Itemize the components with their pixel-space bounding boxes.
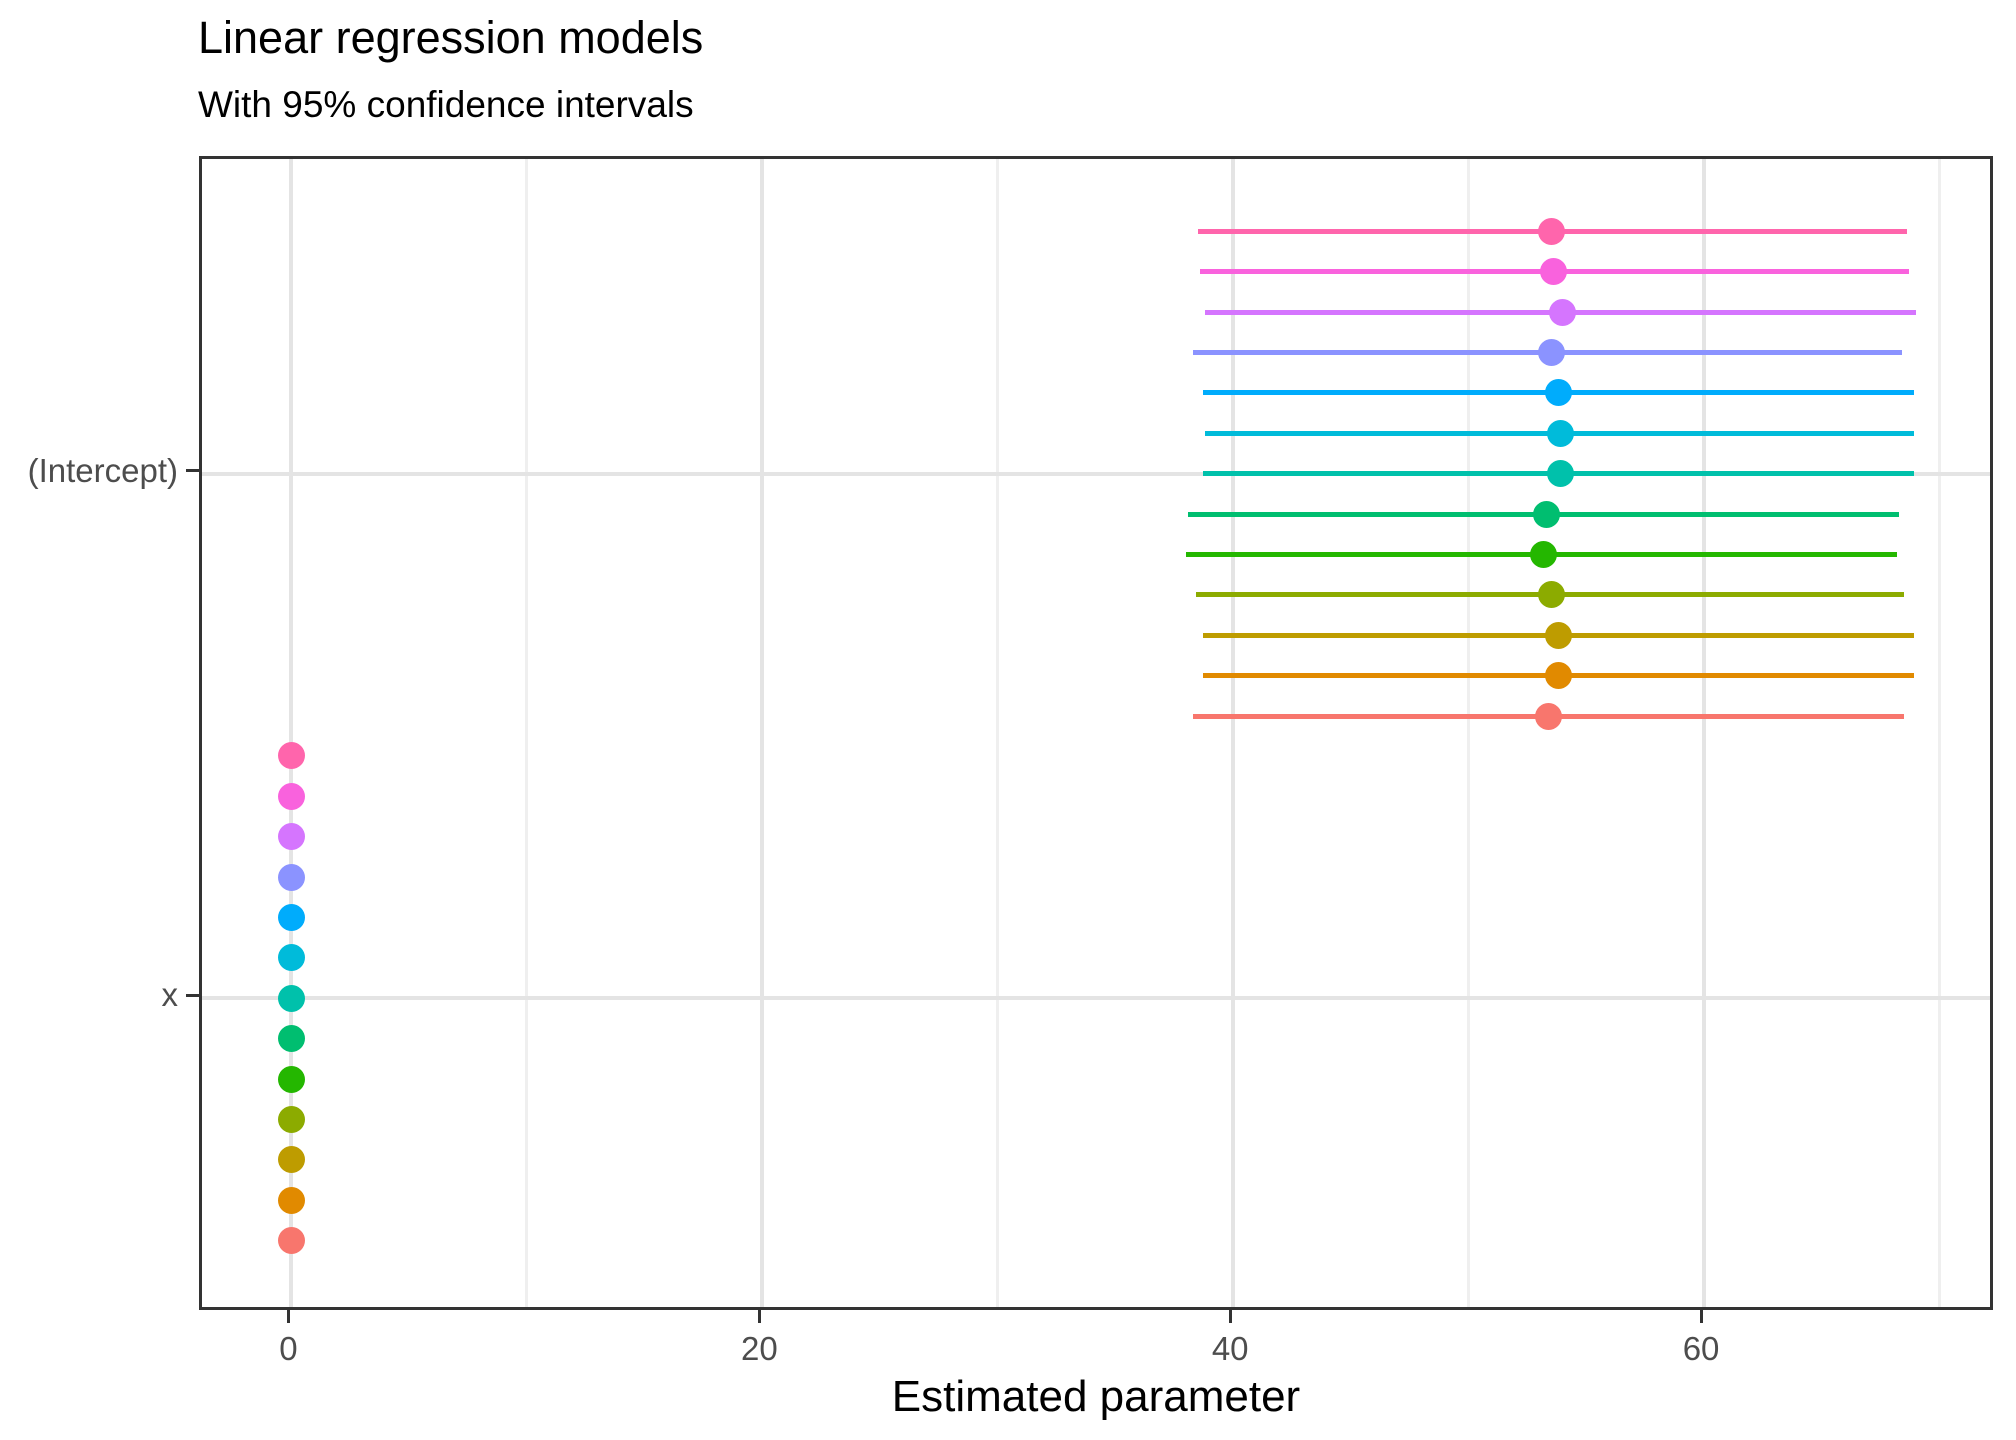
estimate-dot	[1544, 662, 1572, 690]
estimate-dot	[277, 742, 305, 770]
chart-title: Linear regression models	[198, 12, 704, 63]
estimate-dot	[277, 782, 305, 810]
x-axis-tick-label: 40	[1211, 1330, 1249, 1367]
gridline-minor-vertical	[1467, 159, 1471, 1307]
estimate-dot	[1549, 298, 1577, 326]
estimate-dot	[277, 1025, 305, 1053]
x-axis-tick-label: 0	[279, 1330, 298, 1367]
estimate-dot	[277, 1065, 305, 1093]
estimate-dot	[1535, 702, 1563, 730]
gridline-major-horizontal	[202, 996, 1990, 1001]
estimate-dot	[277, 903, 305, 931]
gridline-major-horizontal	[202, 471, 1990, 476]
estimate-dot	[277, 1105, 305, 1133]
estimate-dot	[277, 863, 305, 891]
estimate-dot	[277, 823, 305, 851]
estimate-dot	[277, 1186, 305, 1214]
x-axis-tick-label: 20	[740, 1330, 778, 1367]
estimate-dot	[1544, 379, 1572, 407]
gridline-major-vertical	[1702, 159, 1707, 1307]
estimate-dot	[1546, 419, 1574, 447]
estimate-dot	[277, 944, 305, 972]
estimate-dot	[1546, 460, 1574, 488]
y-axis-tick-label: x	[161, 976, 179, 1014]
estimate-dot	[1537, 581, 1565, 609]
x-axis-tick	[1699, 1310, 1703, 1323]
gridline-minor-vertical	[996, 159, 1000, 1307]
plot-panel	[199, 156, 1993, 1310]
chart-subtitle: With 95% confidence intervals	[198, 84, 694, 125]
y-axis-tick	[186, 469, 199, 473]
x-axis-title: Estimated parameter	[891, 1372, 1301, 1421]
gridline-minor-vertical	[525, 159, 529, 1307]
gridline-major-vertical	[289, 159, 294, 1307]
x-axis-tick	[1228, 1310, 1232, 1323]
y-axis-tick-label: (Intercept)	[27, 451, 178, 489]
estimate-dot	[1530, 541, 1558, 569]
estimate-dot	[277, 1146, 305, 1174]
y-axis-tick	[186, 993, 199, 997]
gridline-major-vertical	[1231, 159, 1236, 1307]
estimate-dot	[1537, 339, 1565, 367]
x-axis-tick-label: 60	[1682, 1330, 1720, 1367]
estimate-dot	[1537, 217, 1565, 245]
estimate-dot	[1532, 500, 1560, 528]
estimate-dot	[1544, 621, 1572, 649]
estimate-dot	[277, 984, 305, 1012]
gridline-minor-vertical	[1937, 159, 1941, 1307]
x-axis-tick	[286, 1310, 290, 1323]
gridline-major-vertical	[760, 159, 765, 1307]
x-axis-tick	[757, 1310, 761, 1323]
estimate-dot	[1539, 258, 1567, 286]
estimate-dot	[277, 1227, 305, 1255]
